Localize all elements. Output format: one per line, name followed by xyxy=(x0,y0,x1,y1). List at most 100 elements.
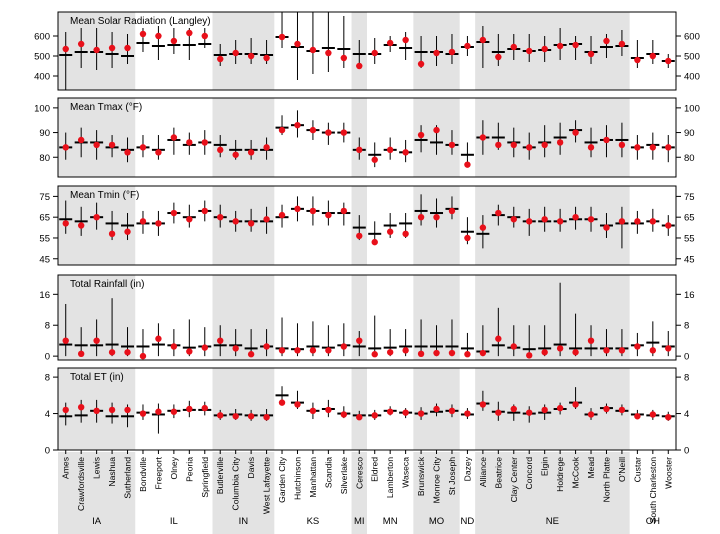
observed-dot xyxy=(526,47,533,55)
observed-dot xyxy=(665,414,672,421)
observed-dot xyxy=(77,40,85,48)
site-label: Mead xyxy=(586,457,596,479)
site-label: Scandia xyxy=(323,457,333,488)
observed-dot xyxy=(572,129,579,136)
observed-dot xyxy=(62,45,69,53)
observed-dot xyxy=(309,407,317,415)
observed-dot xyxy=(495,53,502,61)
panel: 0 0 8 8 16 16 Total Rainfall (in) xyxy=(39,274,695,363)
panel-frame xyxy=(57,11,677,91)
observed-dot xyxy=(108,230,116,238)
observed-dot xyxy=(386,349,394,356)
panel: 0 0 4 4 8 8 Total ET (in) xyxy=(45,367,689,457)
site-label: Ceresco xyxy=(354,457,364,489)
observed-dot xyxy=(124,44,131,52)
observed-dot xyxy=(217,213,224,221)
observed-dot xyxy=(417,350,425,358)
observed-dot xyxy=(356,232,363,240)
site-label: Freeport xyxy=(153,456,163,489)
observed-dot xyxy=(62,144,69,151)
observed-dot xyxy=(634,56,641,64)
observed-dot xyxy=(170,134,178,141)
site-label: Olney xyxy=(169,456,179,479)
site-label: Davis xyxy=(246,457,256,479)
observed-dot xyxy=(603,37,610,45)
observed-dot xyxy=(294,347,301,354)
observed-dot xyxy=(139,352,147,360)
panel-title: Mean Tmin (°F) xyxy=(70,190,139,201)
observed-dot xyxy=(665,222,672,229)
observed-dot xyxy=(294,205,301,213)
observed-dot xyxy=(155,149,162,156)
observed-dot xyxy=(495,409,502,416)
observed-dot xyxy=(510,141,517,149)
observed-dot xyxy=(247,351,255,358)
y-tick-label-right: 8 xyxy=(684,373,689,384)
observed-dot xyxy=(417,60,425,68)
observed-dot xyxy=(93,46,100,54)
state-label: IA xyxy=(92,516,102,527)
observed-dot xyxy=(510,43,517,51)
observed-dot xyxy=(556,404,564,412)
observed-dot xyxy=(587,216,595,223)
y-tick-label-left: 75 xyxy=(39,192,50,203)
observed-dot xyxy=(649,52,657,60)
observed-dot xyxy=(217,146,224,154)
y-tick-label-left: 45 xyxy=(39,254,50,265)
observed-dot xyxy=(62,337,69,344)
state-band xyxy=(351,452,367,534)
observed-dot xyxy=(201,139,208,146)
observed-dot xyxy=(247,413,255,420)
observed-dot xyxy=(186,139,193,146)
observed-dot xyxy=(232,345,239,352)
observed-dot xyxy=(634,343,641,350)
y-tick-label-left: 4 xyxy=(45,409,50,420)
observed-dot xyxy=(247,149,255,156)
observed-dot xyxy=(433,49,440,57)
observed-dot xyxy=(618,406,626,414)
observed-dot xyxy=(186,29,193,37)
observed-dot xyxy=(603,224,610,231)
observed-dot xyxy=(170,37,178,45)
observed-dot xyxy=(618,40,626,48)
observed-dot xyxy=(634,413,641,420)
y-tick-label-left: 8 xyxy=(45,321,50,332)
observed-dot xyxy=(587,144,595,151)
observed-dot xyxy=(464,234,471,242)
site-label: Nashua xyxy=(107,457,117,487)
observed-dot xyxy=(448,141,456,149)
y-tick-label-right: 500 xyxy=(684,52,700,63)
observed-dot xyxy=(495,141,502,149)
observed-dot xyxy=(448,207,456,215)
observed-dot xyxy=(77,222,85,229)
observed-dot xyxy=(139,30,147,38)
observed-dot xyxy=(479,349,487,357)
y-tick-label-right: 80 xyxy=(684,153,695,164)
observed-dot xyxy=(541,406,548,414)
observed-dot xyxy=(232,151,239,158)
site-label: Springfield xyxy=(200,457,210,498)
panel: 45 45 55 55 65 65 75 75 Mean Tmin (°F) xyxy=(39,185,695,266)
observed-dot xyxy=(665,144,672,151)
state-label: OH xyxy=(646,516,660,527)
observed-dot xyxy=(448,349,456,357)
observed-dot xyxy=(93,213,100,221)
observed-dot xyxy=(232,218,239,225)
observed-dot xyxy=(356,62,363,70)
observed-dot xyxy=(479,134,487,141)
site-label: South Charleston xyxy=(648,457,658,524)
panel: 400 400 500 500 600 600 Mean Solar Radiation (… xyxy=(34,11,700,91)
site-label: Manhattan xyxy=(308,457,318,498)
observed-dot xyxy=(309,46,317,54)
panel-frame xyxy=(57,367,677,451)
observed-dot xyxy=(155,220,162,227)
observed-dot xyxy=(464,161,471,168)
observed-dot xyxy=(649,411,657,418)
state-label: IN xyxy=(239,516,249,527)
observed-dot xyxy=(62,220,69,227)
y-tick-label-left: 8 xyxy=(45,373,50,384)
observed-dot xyxy=(402,347,409,354)
y-tick-label-right: 55 xyxy=(684,233,695,244)
observed-dot xyxy=(510,405,517,413)
site-label: Beatrice xyxy=(493,457,503,489)
